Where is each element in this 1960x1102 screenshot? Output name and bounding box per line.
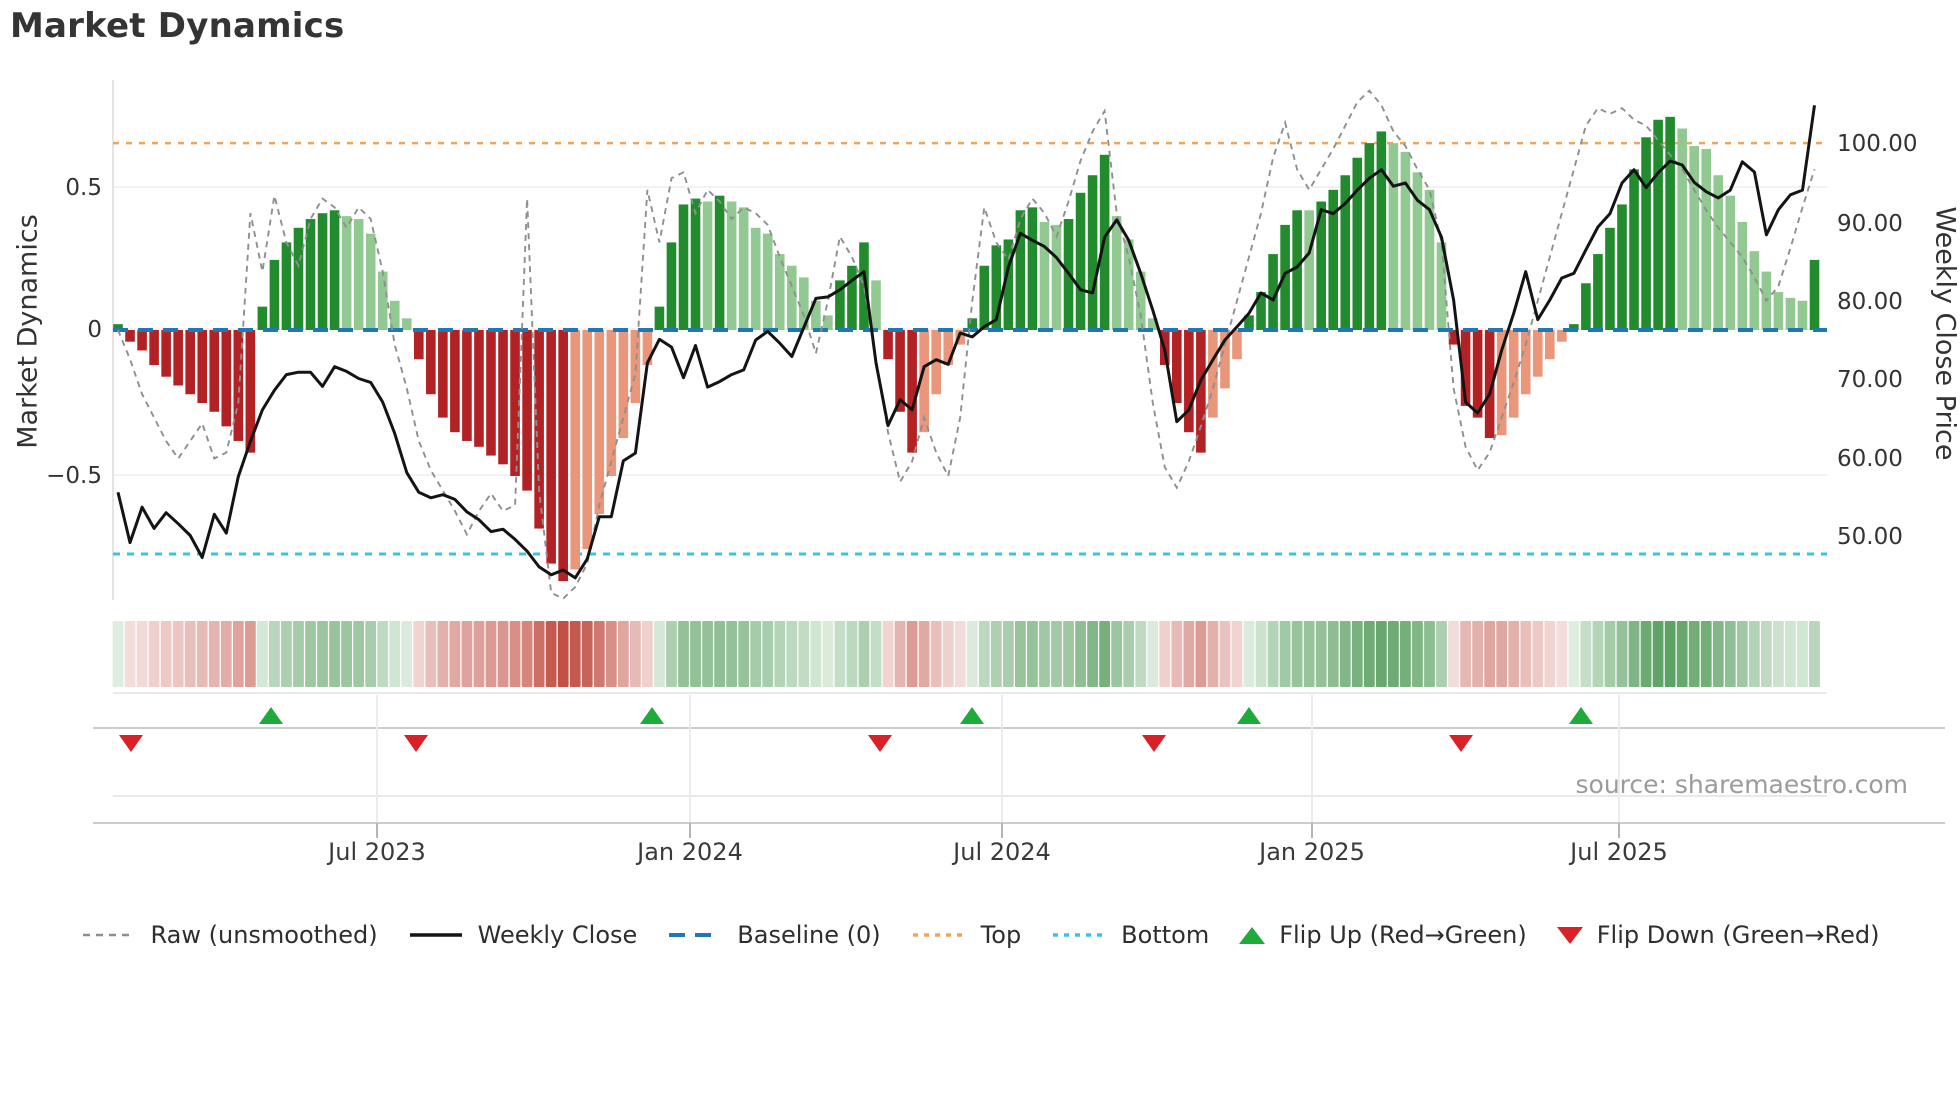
flip-down-triangle-icon bbox=[1556, 926, 1583, 944]
svg-text:Jul 2025: Jul 2025 bbox=[1568, 838, 1668, 866]
svg-text:Jul 2023: Jul 2023 bbox=[326, 838, 426, 866]
source-attribution: source: sharemaestro.com bbox=[1575, 770, 1909, 799]
page-title: Market Dynamics bbox=[10, 6, 345, 46]
svg-text:0.5: 0.5 bbox=[65, 175, 102, 201]
flip-down-markers bbox=[119, 735, 1473, 752]
legend-label: Raw (unsmoothed) bbox=[150, 921, 378, 949]
svg-text:60.00: 60.00 bbox=[1837, 446, 1903, 472]
legend-item-dot-orange: Top bbox=[911, 921, 1022, 949]
legend-item-dash-gray: Raw (unsmoothed) bbox=[81, 921, 378, 949]
legend-label: Bottom bbox=[1121, 921, 1210, 949]
flip-up-triangle-icon bbox=[1239, 926, 1266, 944]
weekly-close-line bbox=[116, 105, 1816, 580]
svg-text:−0.5: −0.5 bbox=[46, 463, 102, 489]
legend-label: Baseline (0) bbox=[737, 921, 881, 949]
legend-label: Weekly Close bbox=[477, 921, 638, 949]
dot-orange-sample-icon bbox=[912, 933, 965, 937]
legend-item-tri-down: Flip Down (Green→Red) bbox=[1556, 921, 1880, 949]
legend-label: Flip Up (Red→Green) bbox=[1279, 921, 1527, 949]
dot-cyan-sample-icon bbox=[1053, 933, 1106, 937]
chart-legend: Raw (unsmoothed) Weekly Close Baseline (0)… bbox=[0, 921, 1960, 949]
oscillator-bars bbox=[113, 116, 1820, 582]
svg-text:90.00: 90.00 bbox=[1837, 211, 1903, 237]
raw-series-line bbox=[117, 89, 1816, 600]
line-black-sample-icon bbox=[409, 933, 462, 937]
x-axis-labels: Jul 2023 Jan 2024 Jul 2024 Jan 2025 Jul 2025 bbox=[326, 838, 1668, 866]
legend-item-tri-up: Flip Up (Red→Green) bbox=[1239, 921, 1527, 949]
flip-panel bbox=[93, 692, 1945, 838]
legend-label: Top bbox=[980, 921, 1022, 949]
svg-text:Jan 2025: Jan 2025 bbox=[1257, 838, 1365, 866]
legend-item-dash-blue: Baseline (0) bbox=[667, 921, 881, 949]
svg-text:70.00: 70.00 bbox=[1837, 367, 1903, 393]
svg-text:0: 0 bbox=[87, 317, 102, 343]
heatmap-strip bbox=[112, 621, 1820, 687]
svg-text:100.00: 100.00 bbox=[1837, 131, 1917, 157]
svg-text:80.00: 80.00 bbox=[1837, 289, 1903, 315]
left-axis-ticks: 0.5 0 −0.5 bbox=[46, 175, 102, 489]
svg-text:Jan 2024: Jan 2024 bbox=[635, 838, 743, 866]
legend-item-line-black: Weekly Close bbox=[408, 921, 638, 949]
legend-item-dot-cyan: Bottom bbox=[1051, 921, 1209, 949]
flip-up-markers bbox=[259, 707, 1593, 724]
svg-text:50.00: 50.00 bbox=[1837, 524, 1903, 550]
right-axis-ticks: 100.00 90.00 80.00 70.00 60.00 50.00 bbox=[1837, 131, 1917, 550]
dash-blue-sample-icon bbox=[669, 933, 722, 937]
dash-gray-sample-icon bbox=[82, 933, 135, 937]
svg-text:Jul 2024: Jul 2024 bbox=[951, 838, 1051, 866]
legend-label: Flip Down (Green→Red) bbox=[1596, 921, 1880, 949]
